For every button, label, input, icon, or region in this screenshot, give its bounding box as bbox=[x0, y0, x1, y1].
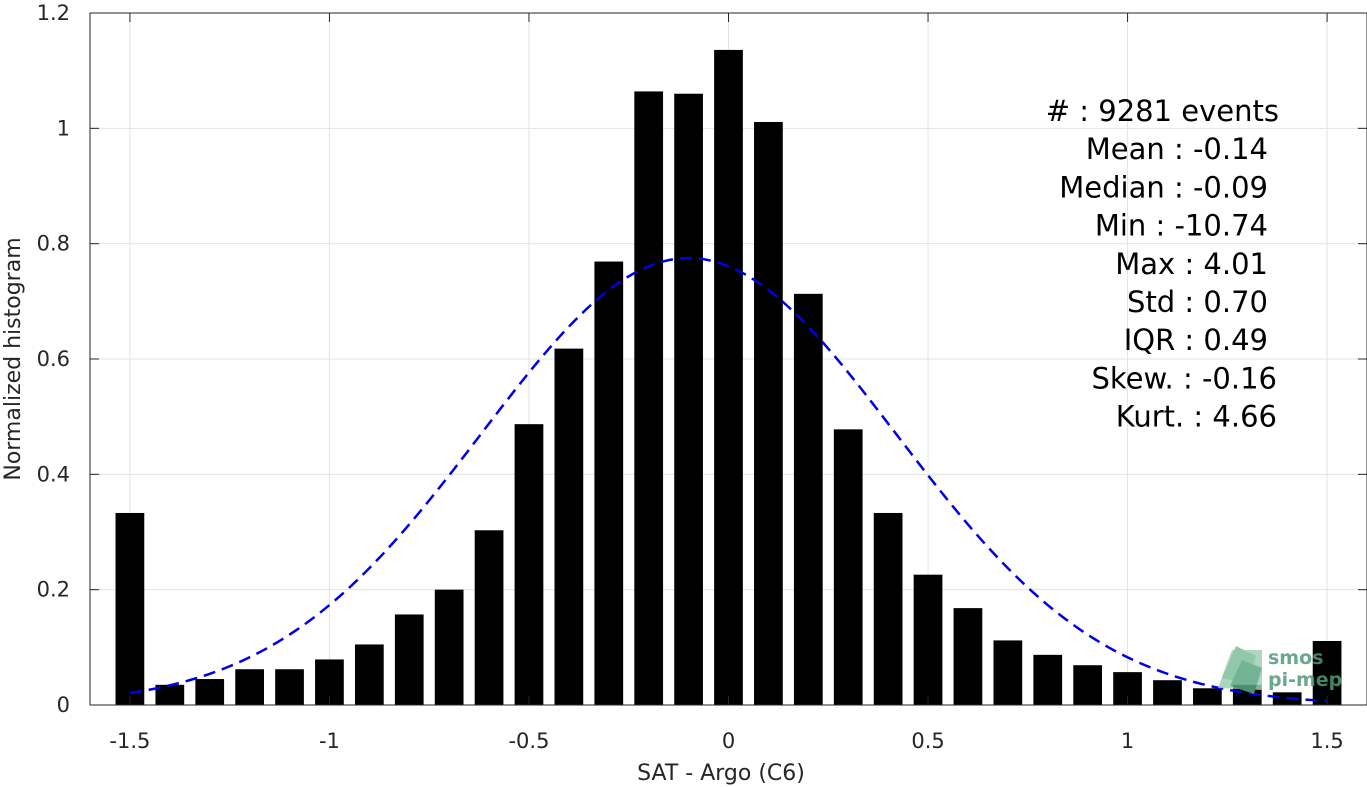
histogram-bar bbox=[474, 530, 504, 705]
histogram-bar bbox=[1193, 688, 1222, 705]
x-tick-label: 1 bbox=[1121, 729, 1134, 753]
stats-line: Max : 4.01 bbox=[1115, 247, 1268, 281]
stats-annotation: # : 9281 events Mean : -0.14 Median : -0.0… bbox=[1046, 94, 1279, 434]
stats-line: # : 9281 events bbox=[1046, 94, 1279, 128]
smos-pimep-logo: smos pi-mep bbox=[1218, 646, 1342, 694]
normal-fit-curve bbox=[129, 256, 1328, 703]
fit-line bbox=[129, 256, 1328, 703]
logo-emblem-icon bbox=[1218, 646, 1262, 694]
y-tick-label: 1 bbox=[57, 116, 70, 140]
histogram-bar bbox=[1033, 654, 1063, 705]
histogram-bar bbox=[434, 589, 464, 705]
y-tick-label: 0.4 bbox=[37, 462, 70, 486]
histogram-bar bbox=[634, 91, 664, 706]
y-axis-label: Normalized histogram bbox=[1, 237, 26, 480]
stats-line: Skew. : -0.16 bbox=[1091, 361, 1277, 395]
histogram-bar bbox=[155, 684, 185, 705]
histogram-bar bbox=[394, 614, 424, 705]
x-tick-label: 0.5 bbox=[911, 729, 944, 753]
x-axis-label: SAT - Argo (C6) bbox=[637, 761, 805, 786]
histogram-bar bbox=[354, 644, 384, 705]
histogram-bar bbox=[235, 669, 264, 705]
histogram-bar bbox=[714, 49, 743, 705]
histogram-bar bbox=[793, 293, 823, 705]
y-tick-label: 0.6 bbox=[37, 347, 70, 371]
logo-line-1: smos bbox=[1268, 647, 1323, 669]
y-tick-label: 0.2 bbox=[37, 578, 70, 602]
stats-line: Min : -10.74 bbox=[1095, 209, 1268, 243]
histogram-bar bbox=[953, 608, 983, 705]
x-tick-label: -1 bbox=[319, 729, 340, 753]
bars bbox=[115, 49, 1342, 706]
stats-line: Mean : -0.14 bbox=[1086, 132, 1268, 166]
histogram-bar bbox=[674, 93, 703, 705]
stats-line: Kurt. : 4.66 bbox=[1116, 400, 1277, 434]
y-tick-label: 0.8 bbox=[37, 232, 70, 256]
x-tick-label: 1.5 bbox=[1310, 729, 1343, 753]
histogram-bar bbox=[754, 121, 783, 706]
histogram-bar bbox=[514, 424, 544, 705]
x-tick-label: -1.5 bbox=[109, 729, 150, 753]
histogram-bar bbox=[873, 512, 903, 705]
stats-line: Std : 0.70 bbox=[1127, 285, 1268, 319]
histogram-bar bbox=[1073, 665, 1103, 705]
histogram-bar bbox=[275, 669, 304, 705]
histogram-bar bbox=[1153, 680, 1182, 705]
histogram-bar bbox=[993, 640, 1023, 705]
x-tick-label: -0.5 bbox=[508, 729, 549, 753]
histogram-bar bbox=[594, 261, 624, 705]
histogram-bar bbox=[833, 429, 863, 705]
stats-line: Median : -0.09 bbox=[1059, 170, 1268, 204]
histogram-bar bbox=[115, 512, 145, 705]
histogram-bar bbox=[913, 574, 943, 705]
x-ticks: -1.5 -1 -0.5 0 0.5 1 1.5 bbox=[109, 13, 1344, 753]
stats-line: IQR : 0.49 bbox=[1124, 323, 1268, 357]
y-tick-label: 1.2 bbox=[37, 1, 70, 25]
y-tick-label: 0 bbox=[57, 693, 70, 717]
histogram-bar bbox=[195, 679, 225, 705]
y-ticks: 0 0.2 0.4 0.6 0.8 1 1.2 bbox=[37, 1, 1367, 717]
x-tick-label: 0 bbox=[722, 729, 735, 753]
logo-line-2: pi-mep bbox=[1268, 669, 1342, 691]
histogram-bar bbox=[554, 348, 584, 705]
histogram-bar bbox=[1312, 640, 1342, 705]
